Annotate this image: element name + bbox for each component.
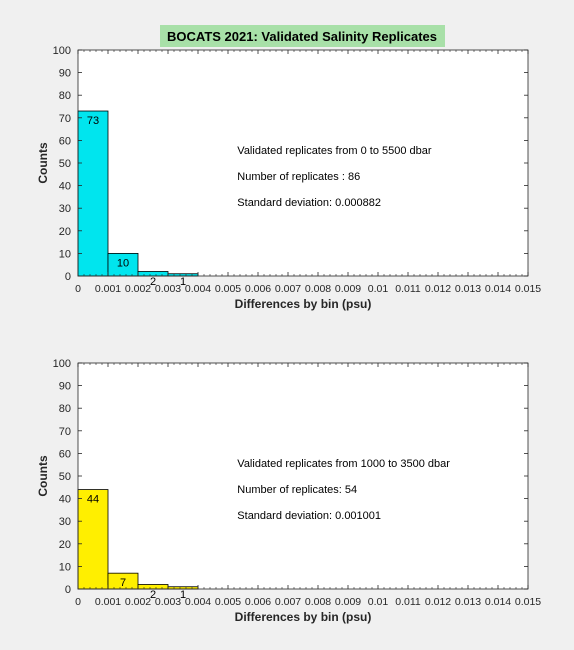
y-tick-label: 30	[59, 203, 71, 215]
y-tick-label: 40	[59, 181, 71, 193]
x-tick-label: 0.001	[95, 596, 121, 608]
y-tick-label: 80	[59, 90, 71, 102]
replicates-annotation: Number of replicates : 86	[237, 171, 360, 183]
y-tick-label: 30	[59, 516, 71, 528]
histogram-bar	[77, 110, 109, 277]
x-tick-label: 0	[75, 596, 81, 608]
replicates-annotation: Standard deviation: 0.001001	[237, 510, 381, 522]
y-tick-label: 70	[59, 426, 71, 438]
bar-value-label: 2	[150, 589, 156, 601]
x-tick-label: 0.005	[215, 596, 241, 608]
x-tick-label: 0.004	[185, 283, 211, 295]
x-tick-label: 0.014	[485, 596, 511, 608]
y-tick-label: 10	[59, 561, 71, 573]
x-tick-label: 0.015	[515, 596, 541, 608]
plot-area	[78, 363, 528, 589]
plot-area	[78, 50, 528, 276]
x-tick-label: 0.012	[425, 596, 451, 608]
x-tick-label: 0.009	[335, 596, 361, 608]
x-tick-label: 0.005	[215, 283, 241, 295]
x-tick-label: 0.008	[305, 283, 331, 295]
y-tick-label: 20	[59, 539, 71, 551]
x-tick-label: 0.011	[395, 283, 421, 295]
bar-value-label: 44	[87, 494, 99, 506]
replicates-annotation: Validated replicates from 0 to 5500 dbar	[237, 145, 432, 157]
y-tick-label: 0	[65, 271, 71, 283]
x-tick-label: 0.002	[125, 283, 151, 295]
bar-value-label: 2	[150, 276, 156, 288]
y-tick-label: 60	[59, 135, 71, 147]
bar-value-label: 73	[87, 115, 99, 127]
x-tick-label: 0.01	[368, 596, 389, 608]
replicates-annotation: Standard deviation: 0.000882	[237, 197, 381, 209]
y-tick-label: 50	[59, 158, 71, 170]
x-tick-label: 0.007	[275, 283, 301, 295]
y-tick-label: 10	[59, 248, 71, 260]
bar-value-label: 10	[117, 257, 129, 269]
x-tick-label: 0.015	[515, 283, 541, 295]
x-tick-label: 0.012	[425, 283, 451, 295]
y-tick-label: 60	[59, 448, 71, 460]
figure-title-background	[160, 25, 445, 47]
x-tick-label: 0.014	[485, 283, 511, 295]
x-tick-label: 0.009	[335, 283, 361, 295]
x-tick-label: 0.008	[305, 596, 331, 608]
y-tick-label: 0	[65, 584, 71, 596]
x-axis-label: Differences by bin (psu)	[235, 297, 372, 311]
bar-value-label: 7	[120, 577, 126, 589]
x-axis-label: Differences by bin (psu)	[235, 610, 372, 624]
y-tick-label: 70	[59, 113, 71, 125]
x-tick-label: 0.011	[395, 596, 421, 608]
y-tick-label: 100	[53, 358, 71, 370]
replicates-annotation: Validated replicates from 1000 to 3500 d…	[237, 458, 450, 470]
y-tick-label: 50	[59, 471, 71, 483]
replicates-annotation: Number of replicates: 54	[237, 484, 357, 496]
x-tick-label: 0.003	[155, 283, 181, 295]
bar-value-label: 1	[180, 276, 186, 288]
x-tick-label: 0.001	[95, 283, 121, 295]
y-axis-label: Counts	[36, 142, 50, 184]
x-tick-label: 0.004	[185, 596, 211, 608]
x-tick-label: 0.003	[155, 596, 181, 608]
y-tick-label: 90	[59, 381, 71, 393]
bar-value-label: 1	[180, 589, 186, 601]
x-tick-label: 0	[75, 283, 81, 295]
x-tick-label: 0.002	[125, 596, 151, 608]
y-tick-label: 90	[59, 68, 71, 80]
x-tick-label: 0.006	[245, 283, 271, 295]
x-tick-label: 0.007	[275, 596, 301, 608]
x-tick-label: 0.006	[245, 596, 271, 608]
y-tick-label: 100	[53, 45, 71, 57]
y-tick-label: 80	[59, 403, 71, 415]
x-tick-label: 0.01	[368, 283, 389, 295]
y-axis-label: Counts	[36, 455, 50, 497]
figure-title: BOCATS 2021: Validated Salinity Replicat…	[167, 29, 437, 44]
y-tick-label: 40	[59, 494, 71, 506]
x-tick-label: 0.013	[455, 596, 481, 608]
y-tick-label: 20	[59, 226, 71, 238]
x-tick-label: 0.013	[455, 283, 481, 295]
